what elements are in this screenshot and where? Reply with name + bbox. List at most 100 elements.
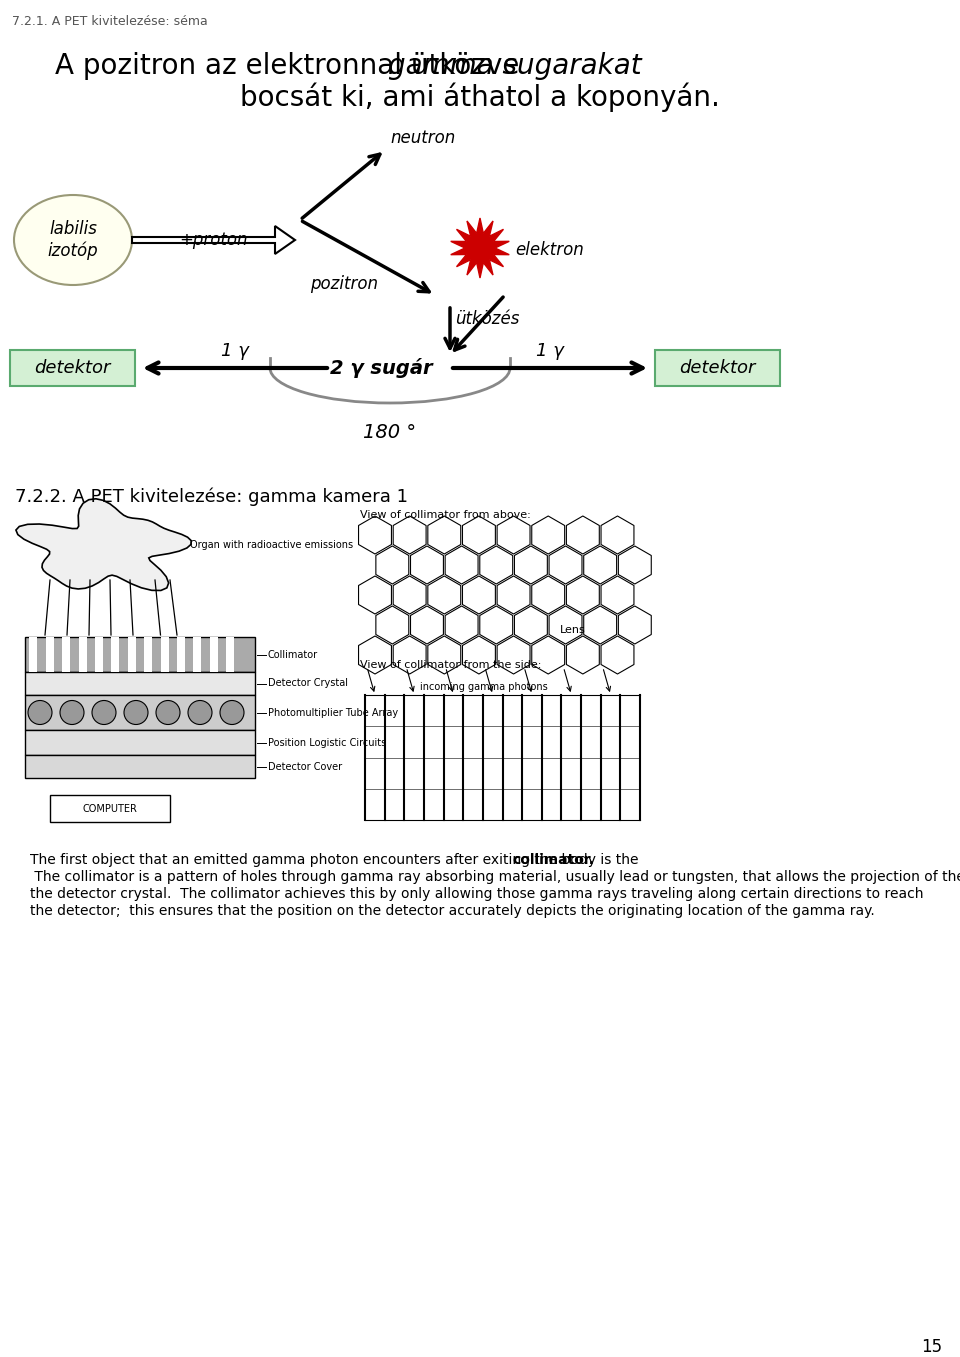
Circle shape bbox=[188, 700, 212, 725]
Polygon shape bbox=[16, 499, 191, 590]
Polygon shape bbox=[394, 636, 426, 674]
Text: pozitron: pozitron bbox=[310, 275, 378, 293]
Text: Detector Cover: Detector Cover bbox=[268, 761, 342, 772]
Ellipse shape bbox=[14, 195, 132, 285]
Polygon shape bbox=[132, 227, 295, 254]
Bar bbox=[227, 636, 234, 672]
Text: 15: 15 bbox=[921, 1338, 942, 1356]
Text: 2 γ sugár: 2 γ sugár bbox=[330, 358, 433, 379]
Text: Organ with radioactive emissions: Organ with radioactive emissions bbox=[190, 540, 353, 550]
Text: View of collimator from the side:: View of collimator from the side: bbox=[360, 660, 541, 670]
Polygon shape bbox=[358, 636, 392, 674]
Text: +proton: +proton bbox=[180, 231, 248, 248]
Bar bbox=[177, 636, 185, 672]
Polygon shape bbox=[618, 607, 651, 645]
Polygon shape bbox=[497, 575, 530, 613]
Bar bbox=[50, 795, 170, 822]
Text: The first object that an emitted gamma photon encounters after exiting the body : The first object that an emitted gamma p… bbox=[30, 854, 643, 867]
Bar bbox=[25, 754, 255, 778]
FancyBboxPatch shape bbox=[10, 350, 135, 385]
Polygon shape bbox=[618, 546, 651, 584]
Text: the detector crystal.  The collimator achieves this by only allowing those gamma: the detector crystal. The collimator ach… bbox=[30, 887, 924, 901]
Text: ütközés: ütközés bbox=[455, 309, 519, 328]
Text: labilis
izotóp: labilis izotóp bbox=[48, 220, 98, 259]
Bar bbox=[46, 636, 54, 672]
Polygon shape bbox=[480, 607, 513, 645]
Polygon shape bbox=[428, 516, 461, 554]
Bar bbox=[25, 730, 255, 754]
Text: 180 °: 180 ° bbox=[364, 423, 417, 442]
Bar bbox=[210, 636, 218, 672]
Polygon shape bbox=[358, 575, 392, 613]
Polygon shape bbox=[532, 575, 564, 613]
Bar bbox=[29, 636, 37, 672]
Polygon shape bbox=[411, 607, 444, 645]
Polygon shape bbox=[376, 607, 409, 645]
Polygon shape bbox=[566, 636, 599, 674]
Polygon shape bbox=[463, 636, 495, 674]
Polygon shape bbox=[515, 546, 547, 584]
Polygon shape bbox=[584, 546, 616, 584]
Polygon shape bbox=[549, 607, 582, 645]
Polygon shape bbox=[463, 575, 495, 613]
Circle shape bbox=[28, 700, 52, 725]
Polygon shape bbox=[601, 575, 634, 613]
Polygon shape bbox=[497, 516, 530, 554]
Polygon shape bbox=[601, 636, 634, 674]
FancyBboxPatch shape bbox=[655, 350, 780, 385]
Text: detektor: detektor bbox=[680, 360, 756, 377]
Text: collimator.: collimator. bbox=[513, 854, 595, 867]
Bar bbox=[95, 636, 103, 672]
Text: 1 γ: 1 γ bbox=[536, 342, 564, 360]
Polygon shape bbox=[394, 516, 426, 554]
Text: Collimator: Collimator bbox=[268, 650, 318, 660]
Polygon shape bbox=[497, 636, 530, 674]
Circle shape bbox=[60, 700, 84, 725]
Bar bbox=[62, 636, 70, 672]
Text: gamma sugarakat: gamma sugarakat bbox=[388, 52, 642, 80]
Bar bbox=[160, 636, 169, 672]
Circle shape bbox=[124, 700, 148, 725]
Text: 7.2.1. A PET kivitelezése: séma: 7.2.1. A PET kivitelezése: séma bbox=[12, 15, 207, 28]
Text: The collimator is a pattern of holes through gamma ray absorbing material, usual: The collimator is a pattern of holes thr… bbox=[30, 870, 960, 883]
Text: COMPUTER: COMPUTER bbox=[83, 803, 137, 813]
Bar bbox=[25, 695, 255, 730]
Text: bocsát ki, ami áthatol a koponyán.: bocsát ki, ami áthatol a koponyán. bbox=[240, 83, 720, 113]
Text: the detector;  this ensures that the position on the detector accurately depicts: the detector; this ensures that the posi… bbox=[30, 904, 875, 917]
Text: detektor: detektor bbox=[35, 360, 110, 377]
Text: Lens: Lens bbox=[560, 626, 586, 635]
Polygon shape bbox=[428, 575, 461, 613]
Text: Position Logistic Circuits: Position Logistic Circuits bbox=[268, 737, 386, 748]
Polygon shape bbox=[584, 607, 616, 645]
Bar bbox=[144, 636, 153, 672]
Polygon shape bbox=[358, 516, 392, 554]
Polygon shape bbox=[376, 546, 409, 584]
Text: Detector Crystal: Detector Crystal bbox=[268, 678, 348, 688]
Circle shape bbox=[156, 700, 180, 725]
Text: A pozitron az elektronnal ütközve: A pozitron az elektronnal ütközve bbox=[55, 52, 528, 80]
Bar bbox=[25, 672, 255, 695]
Text: 1 γ: 1 γ bbox=[221, 342, 249, 360]
Circle shape bbox=[92, 700, 116, 725]
Polygon shape bbox=[463, 516, 495, 554]
Text: Photomultiplier Tube Array: Photomultiplier Tube Array bbox=[268, 707, 398, 718]
Text: elektron: elektron bbox=[515, 242, 584, 259]
Polygon shape bbox=[515, 607, 547, 645]
Polygon shape bbox=[532, 636, 564, 674]
Polygon shape bbox=[480, 546, 513, 584]
Polygon shape bbox=[601, 516, 634, 554]
Text: neutron: neutron bbox=[390, 129, 455, 147]
Polygon shape bbox=[445, 546, 478, 584]
Polygon shape bbox=[451, 218, 509, 278]
Polygon shape bbox=[445, 607, 478, 645]
Bar bbox=[79, 636, 86, 672]
Polygon shape bbox=[566, 575, 599, 613]
Text: View of collimator from above:: View of collimator from above: bbox=[360, 510, 531, 520]
Polygon shape bbox=[566, 516, 599, 554]
Polygon shape bbox=[549, 546, 582, 584]
Polygon shape bbox=[532, 516, 564, 554]
Bar bbox=[194, 636, 202, 672]
Bar bbox=[128, 636, 135, 672]
Polygon shape bbox=[394, 575, 426, 613]
Text: incoming gamma photons: incoming gamma photons bbox=[420, 683, 548, 692]
